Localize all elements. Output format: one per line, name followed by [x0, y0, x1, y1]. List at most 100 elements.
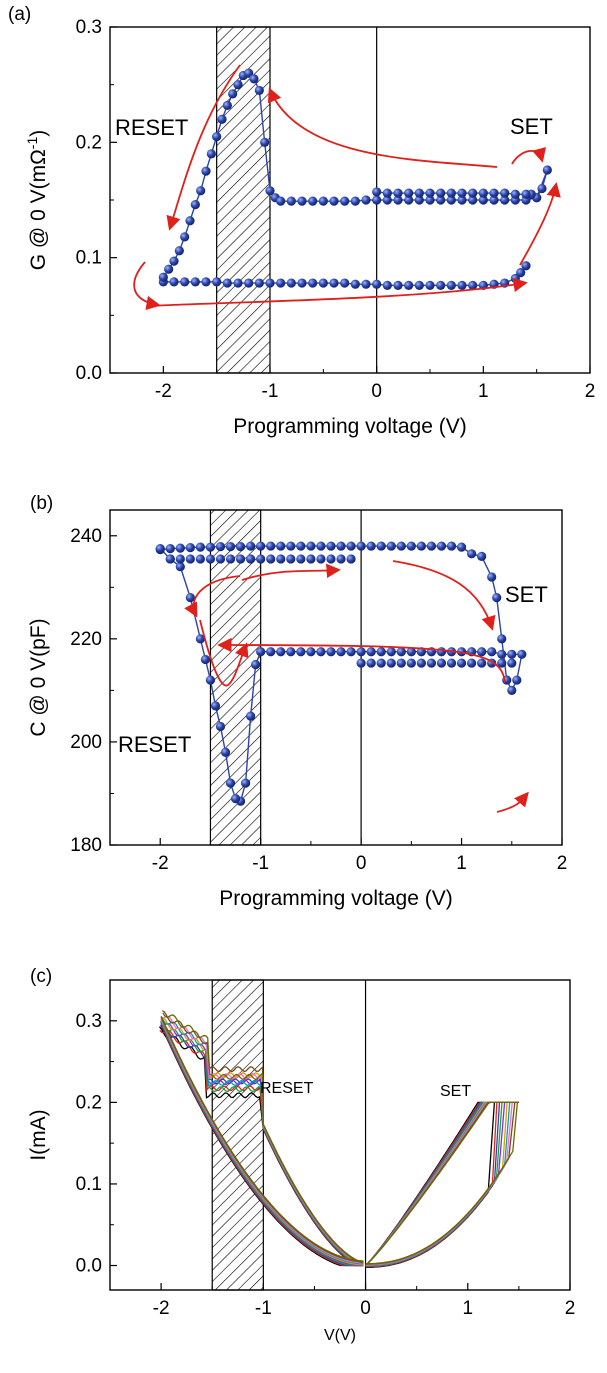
data-point-b — [406, 647, 416, 657]
iv-curve — [367, 1101, 519, 1265]
data-point-b — [205, 554, 216, 564]
cycle-arrow-a — [149, 277, 528, 307]
data-point-a — [297, 278, 307, 288]
y-tick-label-b: 180 — [70, 835, 102, 856]
data-point-a — [382, 280, 392, 290]
data-point-b — [165, 544, 175, 554]
x-axis-title-c: V(V) — [324, 1327, 356, 1344]
data-point-a — [521, 261, 531, 271]
data-point-a — [233, 278, 243, 288]
data-point-b — [406, 658, 416, 668]
data-point-b — [220, 747, 231, 757]
data-point-b — [286, 554, 296, 564]
data-point-b — [386, 541, 396, 551]
x-tick-label-a: -1 — [262, 381, 279, 402]
data-point-b — [165, 554, 175, 564]
iv-curve — [160, 1015, 364, 1262]
data-point-b — [436, 647, 447, 657]
data-point-a — [308, 278, 318, 288]
data-point-b — [456, 542, 467, 552]
cycle-arrow-a — [267, 87, 498, 168]
data-point-a — [542, 165, 552, 175]
data-point-a — [393, 195, 403, 205]
data-point-a — [372, 279, 382, 289]
data-point-b — [225, 778, 236, 788]
data-point-a — [521, 189, 531, 199]
data-point-b — [175, 562, 185, 572]
x-tick-label-b: -2 — [152, 853, 169, 874]
data-point-a — [265, 278, 275, 288]
data-point-b — [497, 658, 507, 668]
data-point-b — [326, 554, 336, 564]
data-point-b — [366, 541, 376, 551]
data-point-a — [468, 195, 478, 205]
data-point-b — [246, 554, 256, 564]
data-point-a — [500, 195, 510, 205]
data-point-a — [196, 186, 206, 196]
data-point-a — [329, 196, 339, 206]
data-point-a — [158, 272, 168, 282]
data-point-b — [366, 658, 376, 668]
y-tick-label-c: 0.0 — [76, 1256, 102, 1277]
iv-curve — [162, 1012, 364, 1264]
cycle-arrow-b — [199, 619, 249, 687]
data-point-b — [296, 647, 306, 657]
data-point-b — [215, 721, 226, 732]
data-point-a — [468, 280, 478, 290]
data-point-a — [260, 137, 270, 147]
data-point-b — [195, 634, 205, 644]
data-point-a — [404, 195, 414, 205]
y-axis-title-b: C @ 0 V(pF) — [27, 618, 50, 736]
data-point-b — [336, 554, 346, 564]
data-point-a — [180, 277, 190, 287]
data-point-b — [200, 654, 211, 665]
cycle-arrow-b — [496, 791, 529, 813]
data-point-a — [414, 280, 424, 290]
annotation-set-a: SET — [510, 114, 553, 139]
data-point-a — [361, 279, 371, 289]
y-tick-label-c: 0.1 — [76, 1174, 102, 1195]
data-point-a — [201, 277, 211, 287]
y-axis-title-a: G @ 0 V(mΩ-1) — [24, 130, 50, 270]
data-point-a — [169, 256, 179, 266]
data-point-a — [425, 188, 435, 198]
y-tick-label-b: 220 — [70, 629, 102, 650]
data-point-a — [436, 188, 446, 198]
data-point-b — [456, 658, 467, 668]
data-point-b — [276, 647, 286, 657]
data-point-a — [201, 166, 211, 176]
data-point-a — [228, 89, 238, 99]
data-point-b — [517, 649, 527, 659]
data-point-a — [516, 268, 526, 278]
data-point-b — [346, 554, 356, 564]
data-point-a — [340, 196, 350, 206]
data-point-b — [376, 541, 386, 551]
cycle-arrow-b — [392, 560, 496, 631]
x-tick-label-a: 1 — [478, 381, 489, 402]
hatched-region-a — [216, 26, 271, 374]
y-tick-label-b: 200 — [70, 732, 102, 753]
panel-label-b: (b) — [30, 493, 53, 514]
data-point-b — [205, 542, 216, 552]
data-point-b — [376, 647, 386, 657]
data-point-a — [489, 188, 499, 198]
data-point-b — [316, 554, 326, 564]
panel-label-c: (c) — [30, 966, 52, 987]
data-point-a — [350, 279, 360, 289]
data-point-a — [286, 196, 296, 206]
data-point-b — [205, 675, 216, 685]
data-point-a — [414, 188, 424, 198]
y-tick-label-a: 0.3 — [76, 17, 102, 38]
data-point-a — [249, 74, 259, 84]
data-point-b — [195, 542, 205, 552]
data-point-b — [396, 658, 406, 668]
data-point-a — [222, 278, 232, 288]
data-point-b — [306, 647, 316, 657]
data-point-a — [169, 277, 179, 287]
data-point-b — [185, 593, 195, 603]
data-point-a — [286, 278, 296, 288]
data-point-b — [396, 541, 406, 551]
data-point-b — [235, 554, 246, 564]
data-point-b — [246, 711, 256, 721]
